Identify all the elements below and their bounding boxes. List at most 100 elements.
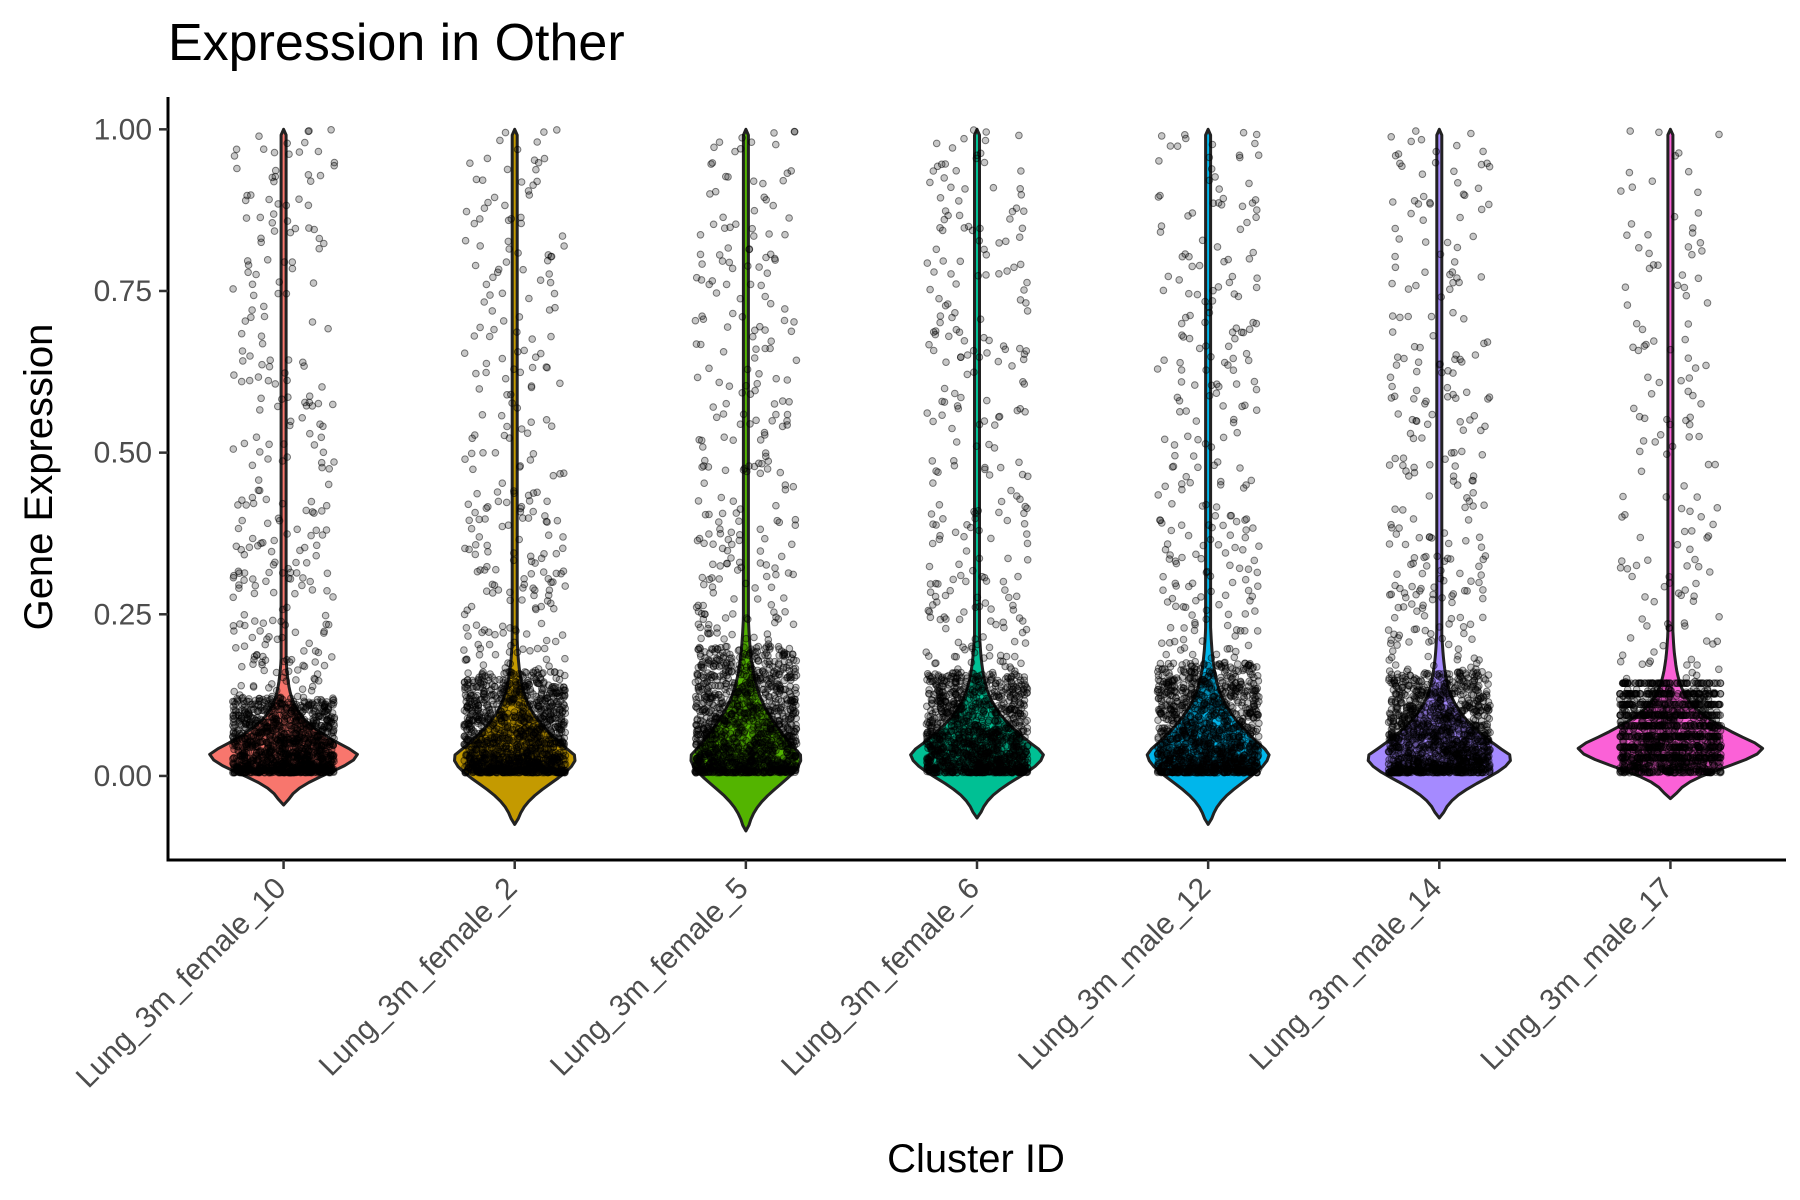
data-point	[257, 234, 265, 243]
data-point	[722, 689, 731, 698]
data-point	[729, 497, 738, 506]
data-point	[312, 551, 321, 560]
data-point	[692, 603, 701, 612]
data-point	[699, 443, 707, 451]
data-point	[465, 716, 474, 725]
data-point	[693, 373, 702, 382]
data-point	[950, 457, 958, 465]
data-point	[560, 469, 568, 478]
data-point	[499, 317, 508, 325]
data-point	[756, 469, 765, 478]
data-point	[561, 582, 570, 590]
data-point	[237, 681, 245, 690]
data-point	[248, 493, 257, 502]
data-point	[923, 409, 932, 417]
data-point	[272, 686, 281, 695]
data-point	[778, 422, 787, 431]
data-point	[314, 147, 323, 156]
data-point	[481, 738, 489, 746]
data-point	[493, 488, 502, 496]
data-point	[249, 682, 258, 690]
data-point	[233, 164, 241, 173]
data-point	[470, 332, 479, 340]
data-point	[725, 258, 734, 267]
data-point	[742, 382, 750, 390]
data-point	[541, 512, 549, 520]
data-point	[557, 768, 566, 777]
data-point	[324, 324, 332, 333]
data-point	[293, 525, 302, 534]
data-point	[243, 759, 252, 767]
data-point	[749, 177, 758, 185]
data-point	[550, 604, 558, 613]
data-point	[244, 261, 253, 269]
data-point	[772, 501, 780, 510]
data-point	[716, 562, 725, 570]
data-point	[299, 574, 307, 582]
data-point	[290, 739, 298, 747]
data-point	[728, 264, 737, 273]
data-point	[997, 497, 1006, 506]
data-point	[324, 724, 333, 733]
data-point	[783, 410, 792, 419]
data-point	[720, 635, 728, 643]
data-point	[698, 573, 707, 582]
data-point	[940, 384, 949, 393]
data-point	[777, 760, 786, 769]
data-point	[513, 404, 522, 412]
data-point	[753, 595, 762, 603]
data-point	[519, 645, 527, 654]
data-point	[272, 668, 281, 677]
data-point	[508, 399, 516, 407]
data-point	[232, 644, 240, 652]
data-point	[494, 705, 502, 714]
data-point	[756, 559, 765, 567]
data-point	[506, 766, 515, 774]
data-point	[540, 128, 548, 136]
data-point	[471, 550, 480, 559]
data-point	[477, 721, 486, 730]
data-point	[525, 746, 533, 755]
data-point	[481, 515, 489, 523]
data-point	[312, 526, 321, 535]
data-point	[544, 531, 553, 540]
data-point	[722, 280, 731, 289]
data-point	[724, 244, 733, 252]
data-point	[770, 657, 779, 666]
data-point	[561, 760, 570, 769]
data-point	[243, 191, 251, 200]
data-point	[315, 234, 324, 243]
data-point	[271, 714, 280, 722]
data-point	[787, 167, 796, 175]
data-point	[739, 410, 748, 419]
data-point	[278, 499, 287, 508]
data-point	[761, 718, 769, 727]
data-point	[709, 701, 718, 710]
data-point	[753, 379, 762, 388]
data-point	[241, 708, 249, 717]
data-point	[725, 667, 733, 676]
data-point	[692, 340, 701, 348]
data-point	[709, 540, 717, 549]
data-point	[742, 678, 750, 687]
violin-7	[1576, 127, 1765, 801]
data-point	[732, 509, 741, 517]
data-point	[767, 763, 776, 771]
data-point	[722, 768, 730, 776]
data-point	[328, 653, 336, 661]
data-point	[1015, 131, 1023, 140]
data-point	[262, 495, 271, 504]
data-point	[229, 593, 237, 602]
data-point	[558, 232, 567, 240]
data-point	[722, 172, 730, 181]
data-point	[262, 759, 271, 767]
data-point	[254, 707, 262, 716]
data-point	[259, 145, 268, 153]
data-point	[230, 371, 238, 379]
data-point	[519, 265, 527, 274]
data-point	[491, 676, 499, 685]
data-point	[738, 134, 746, 142]
data-point	[694, 645, 702, 654]
data-point	[323, 587, 331, 595]
data-point	[240, 439, 249, 448]
